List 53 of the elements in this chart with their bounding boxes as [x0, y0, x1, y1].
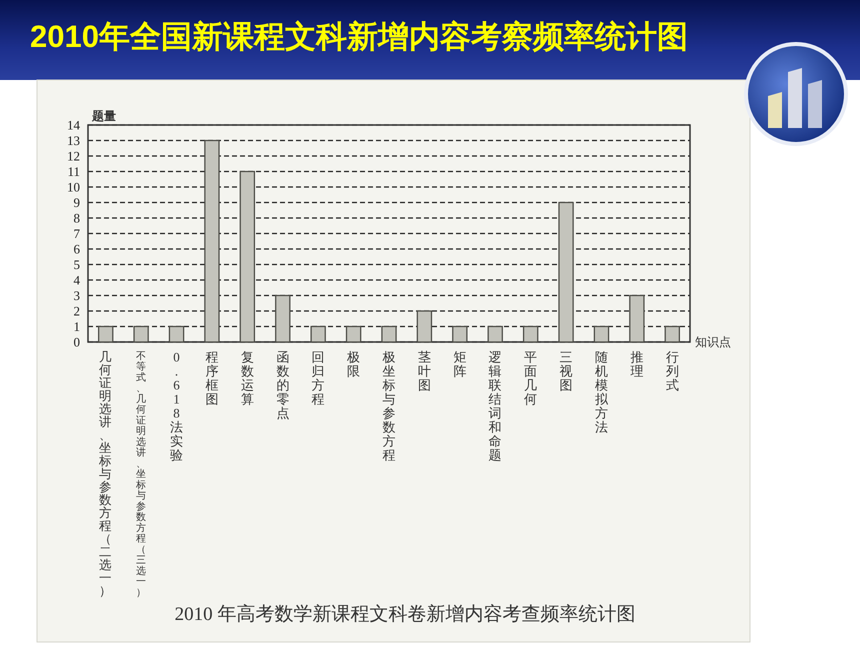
- bar: [168, 326, 184, 343]
- chart-title: 2010年全国新课程文科新增内容考察频率统计图: [30, 19, 688, 54]
- bar: [416, 310, 432, 343]
- y-tick-label: 5: [74, 257, 80, 272]
- y-tick-label: 13: [67, 133, 80, 148]
- bar: [594, 326, 610, 343]
- x-tick-label: 三视图: [560, 349, 573, 392]
- bar: [629, 294, 645, 343]
- y-tick-label: 6: [74, 242, 80, 257]
- x-tick-label: 程序框图: [205, 349, 218, 406]
- x-axis-title: 知识点: [695, 335, 731, 349]
- bar: [240, 170, 256, 343]
- x-tick-label: 逻辑联结词和命题: [488, 349, 502, 462]
- y-tick-label: 9: [74, 195, 80, 210]
- bar: [452, 326, 468, 343]
- y-tick-label: 10: [67, 180, 80, 195]
- y-axis-title: 题量: [91, 109, 116, 123]
- x-tick-label: 0.618法实验: [170, 349, 184, 462]
- category-label: 不等式、几何证明选讲、坐标与参数方程（三选一）: [136, 351, 146, 598]
- y-tick-label: 8: [74, 210, 80, 226]
- bar: [204, 140, 220, 343]
- bar: [98, 326, 114, 343]
- x-tick-label: 回归方程: [312, 349, 325, 406]
- bar: [381, 326, 397, 343]
- bar: [133, 326, 149, 343]
- y-tick-label: 14: [67, 118, 80, 133]
- x-tick-label: 随机模拟方法: [594, 349, 609, 434]
- x-tick-label: 推理: [630, 349, 644, 378]
- x-tick-label: 极限: [346, 349, 360, 378]
- y-tick-label: 2: [74, 304, 80, 319]
- bar: [346, 326, 362, 343]
- x-tick-label: 行列式: [666, 349, 679, 392]
- x-tick-label: 矩阵: [453, 349, 466, 378]
- text: 2010 年高考数学新课程文科卷新增内容考查频率统计图: [174, 603, 636, 625]
- bar: [664, 326, 680, 343]
- bar: [558, 202, 574, 343]
- bar: [275, 294, 290, 343]
- y-tick-label: 4: [74, 272, 80, 288]
- y-tick-label: 11: [67, 164, 80, 180]
- y-tick-label: 7: [74, 226, 80, 242]
- x-tick-label: 函数的零点: [276, 349, 290, 420]
- x-tick-label: 茎叶图: [418, 349, 431, 392]
- bar: [310, 326, 326, 343]
- x-tick-label: 极坐标与参数方程: [382, 349, 396, 462]
- y-tick-label: 0: [74, 334, 80, 350]
- bar: [488, 326, 503, 343]
- category-label: 几何证明选讲、坐标与参数方程（二选一）: [99, 350, 112, 598]
- y-tick-label: 3: [74, 288, 80, 304]
- x-tick-label: 复数运算: [240, 349, 254, 406]
- bar: [522, 326, 538, 343]
- y-tick-label: 12: [67, 148, 80, 164]
- y-tick-label: 1: [74, 319, 80, 334]
- x-tick-label: 平面几何: [524, 349, 538, 406]
